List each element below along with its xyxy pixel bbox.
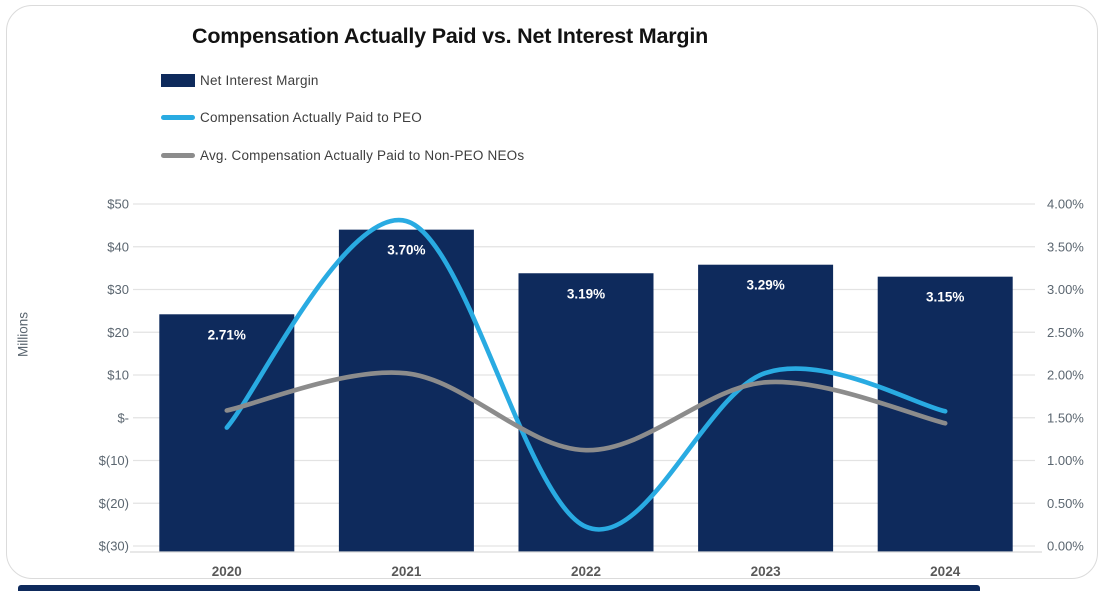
legend-label: Net Interest Margin [200,72,319,88]
x-axis-label-2022: 2022 [571,564,601,579]
left-axis-tick-label: $40 [107,239,129,254]
right-axis-tick-label: 1.50% [1047,410,1084,425]
bar-value-label: 3.15% [926,290,964,305]
bar-2022 [518,273,654,552]
left-axis-tick-label: $10 [107,368,129,383]
left-axis-tick-label: $50 [107,197,129,212]
x-axis-label-2020: 2020 [212,564,242,579]
right-axis-tick-label: 2.00% [1047,368,1084,383]
legend-item-net-interest-margin: Net Interest Margin [161,72,524,88]
left-axis-tick-label: $(30) [99,539,129,554]
right-axis-tick-label: 0.00% [1047,539,1084,554]
legend-swatch-bar-icon [161,73,195,87]
left-axis-tick-label: $30 [107,282,129,297]
bar-value-label: 3.70% [387,243,425,258]
legend-swatch-gray-line-icon [161,152,195,158]
bar-2024 [877,276,1013,552]
right-axis-tick-label: 2.50% [1047,325,1084,340]
legend-item-cap-non-peo: Avg. Compensation Actually Paid to Non-P… [161,147,524,163]
left-axis-tick-label: $(10) [99,453,129,468]
left-axis-tick-label: $(20) [99,496,129,511]
right-axis-tick-label: 0.50% [1047,496,1084,511]
right-axis-tick-label: 4.00% [1047,197,1084,212]
x-axis-label-2023: 2023 [751,564,782,579]
bar-value-label: 2.71% [208,327,246,342]
x-axis-label-2024: 2024 [930,564,961,579]
bar-value-label: 3.29% [746,278,784,293]
left-axis-tick-label: $20 [107,325,129,340]
bar-value-label: 3.19% [567,286,605,301]
line-series-cap-peo [224,217,948,532]
bottom-section-strip [18,585,980,591]
x-axis-label-2021: 2021 [391,564,422,579]
legend-swatch-blue-line-icon [161,115,195,120]
chart-title: Compensation Actually Paid vs. Net Inter… [192,24,709,48]
left-axis-tick-label: $- [117,410,129,425]
right-axis-tick-label: 1.00% [1047,453,1084,468]
bar-2021 [338,229,474,552]
line-series-cap-non-peo [224,370,948,453]
legend-label: Avg. Compensation Actually Paid to Non-P… [200,147,525,163]
right-axis-tick-label: 3.00% [1047,282,1084,297]
right-axis-tick-label: 3.50% [1047,239,1084,254]
legend-item-cap-peo: Compensation Actually Paid to PEO [161,110,524,126]
chart-legend: Net Interest Margin Compensation Actuall… [161,72,524,185]
legend-label: Compensation Actually Paid to PEO [200,110,422,125]
